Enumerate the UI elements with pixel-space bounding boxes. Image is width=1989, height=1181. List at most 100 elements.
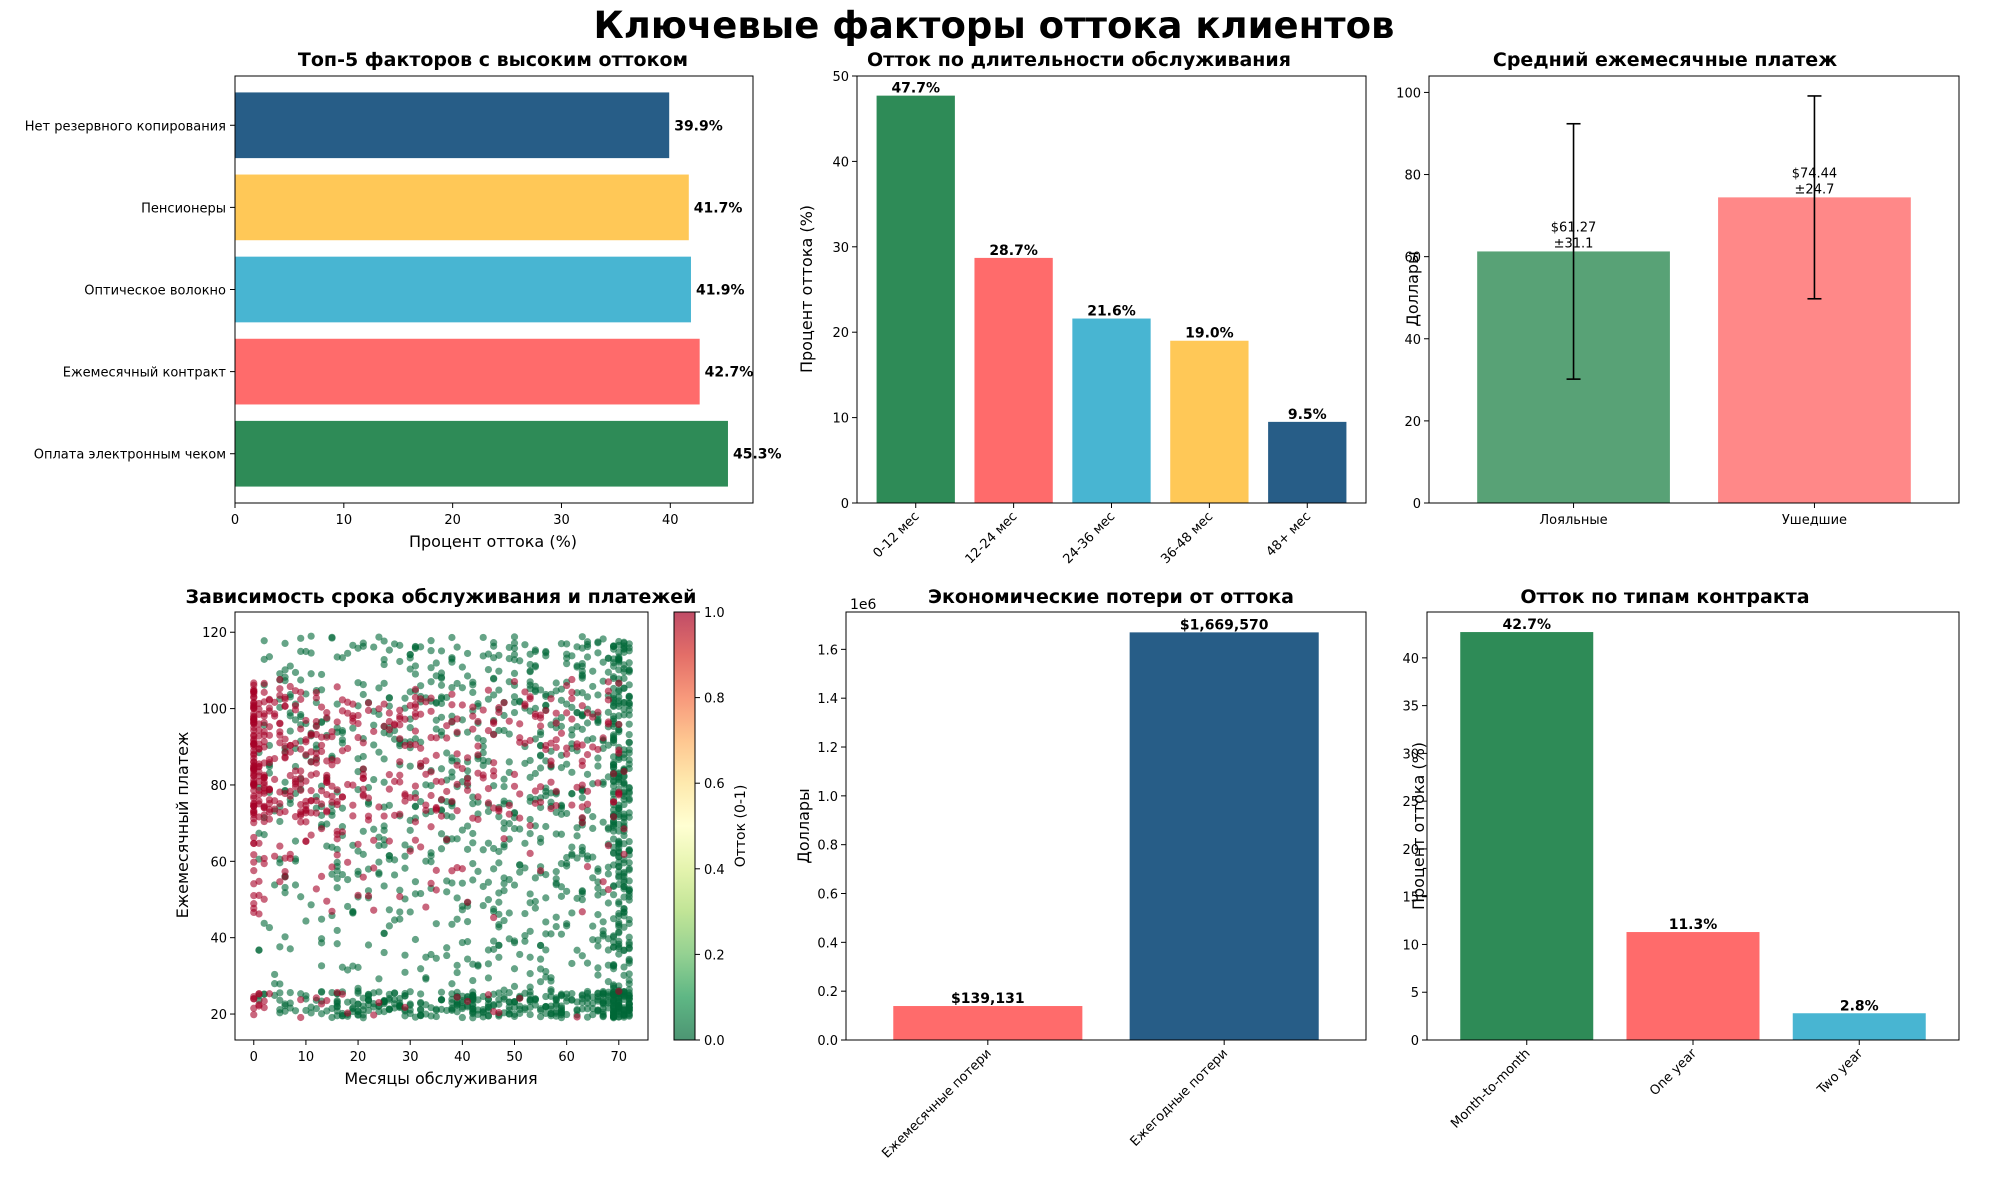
scatter-point — [625, 933, 633, 941]
scatter-point — [510, 824, 519, 833]
scatter-point — [526, 650, 534, 658]
scatter-point — [291, 783, 300, 791]
scatter-point — [401, 951, 409, 959]
scatter-point — [328, 870, 336, 878]
x-tick-label: 40 — [662, 513, 679, 528]
scatter-point — [328, 863, 336, 871]
scatter-point — [573, 894, 581, 902]
y-tick-label: 80 — [210, 779, 227, 794]
scatter-point — [458, 684, 466, 692]
scatter-point — [375, 1007, 383, 1016]
scatter-point — [510, 965, 519, 973]
scatter-point — [411, 685, 420, 693]
bar — [893, 1006, 1083, 1040]
scatter-point — [297, 893, 305, 901]
scatter-point — [609, 712, 618, 720]
scatter-point — [422, 857, 430, 865]
y-axis-label: Процент оттока (%) — [1409, 742, 1428, 910]
bar — [1268, 421, 1347, 503]
scatter-point — [594, 754, 602, 762]
y-tick-label: 50 — [832, 70, 849, 85]
scatter-point — [583, 787, 592, 795]
scatter-point — [448, 867, 456, 875]
scatter-point — [484, 650, 493, 658]
x-tick-label: One year — [1647, 1046, 1700, 1099]
scatter-point — [604, 708, 612, 716]
scatter-point — [469, 829, 477, 838]
scatter-point — [531, 996, 539, 1004]
scatter-point — [328, 634, 336, 642]
scatter-point — [385, 694, 393, 702]
scatter-point — [490, 1000, 498, 1009]
scatter-point — [609, 962, 618, 970]
scatter-point — [510, 639, 519, 647]
scatter-point — [542, 652, 550, 660]
figure-title: Ключевые факторы оттока клиентов — [594, 4, 1395, 47]
scatter-point — [620, 971, 628, 979]
scatter-point — [390, 777, 399, 785]
scatter-point — [260, 854, 268, 863]
scatter-point — [401, 968, 409, 976]
scatter-point — [276, 739, 284, 747]
x-tick-label: 20 — [444, 513, 461, 528]
scatter-point — [510, 982, 519, 990]
scatter-point — [500, 699, 508, 707]
y-tick-label: 10 — [1402, 938, 1419, 953]
scatter-point — [599, 818, 607, 826]
scatter-point — [276, 878, 284, 886]
scatter-point — [417, 843, 425, 851]
scatter-point — [526, 773, 534, 781]
scatter-point — [417, 798, 425, 806]
scatter-point — [578, 741, 586, 749]
scatter-point — [568, 990, 576, 998]
scatter-point — [354, 847, 362, 855]
scatter-point — [583, 709, 592, 717]
y-tick-label: 40 — [832, 155, 849, 170]
y-tick-label: Оптическое волокно — [84, 284, 226, 299]
scatter-point — [490, 945, 498, 953]
y-axis-label: Доллары — [794, 788, 813, 863]
scatter-point — [620, 859, 628, 867]
scatter-point — [490, 731, 498, 739]
scatter-point — [516, 825, 524, 833]
scatter-point — [297, 695, 305, 703]
x-tick-label: Two year — [1814, 1046, 1866, 1098]
scatter-point — [536, 834, 545, 843]
scatter-point — [526, 1003, 534, 1011]
chart-tenure-churn: Отток по длительности обслуживания Проце… — [797, 49, 1367, 567]
scatter-point — [354, 733, 362, 742]
bar — [974, 257, 1053, 503]
scatter-point — [458, 1013, 466, 1022]
scatter-point — [599, 1010, 607, 1019]
scatter-point — [390, 871, 399, 879]
scatter-point — [495, 859, 503, 867]
scatter-point — [338, 870, 347, 879]
scatter-point — [609, 770, 618, 778]
scatter-point — [411, 890, 420, 898]
y-tick-label: 1.6 — [817, 643, 838, 658]
scatter-point — [302, 837, 310, 846]
scatter-point — [609, 662, 618, 670]
scatter-point — [250, 858, 258, 866]
scatter-point — [422, 975, 430, 983]
scatter-point — [307, 901, 315, 909]
scatter-point — [265, 731, 274, 739]
scatter-point — [312, 689, 320, 697]
scatter-point — [578, 819, 586, 827]
scatter-point — [463, 955, 472, 963]
scatter-point — [317, 747, 326, 756]
scatter-point — [448, 683, 456, 692]
scatter-point — [307, 1003, 315, 1011]
data-label: 45.3% — [733, 447, 782, 463]
scatter-point — [604, 842, 612, 850]
scatter-point — [563, 660, 571, 668]
scatter-point — [291, 855, 300, 863]
scatter-point — [583, 750, 592, 759]
scatter-point — [495, 898, 503, 906]
x-tick-label: Ежемесячные потери — [879, 1046, 994, 1161]
scatter-point — [490, 639, 498, 647]
scatter-point — [557, 713, 566, 722]
scatter-point — [291, 881, 300, 889]
scatter-point — [615, 929, 623, 937]
bar — [1170, 340, 1249, 503]
